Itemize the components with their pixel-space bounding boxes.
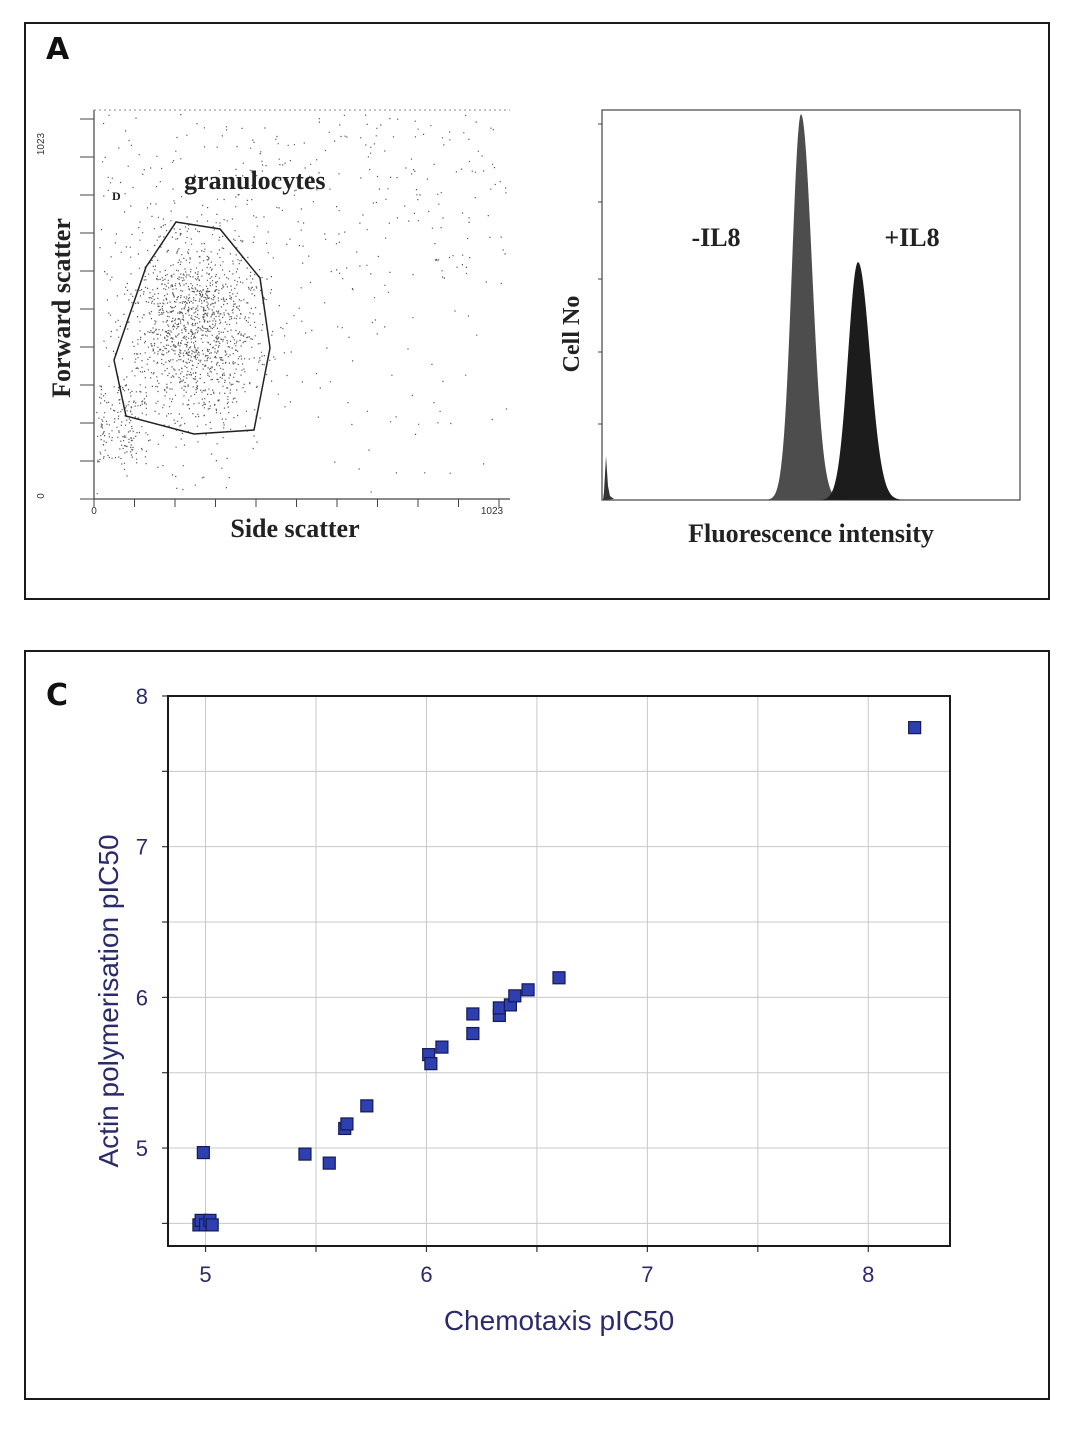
- histogram-frame: [601, 109, 1021, 501]
- data-point: [424, 1057, 438, 1071]
- data-point: [521, 983, 535, 997]
- scatter-x-tick-max: 1023: [481, 506, 504, 517]
- chart-grid: [162, 695, 950, 1252]
- peak-minus-il8-label: -IL8: [691, 223, 740, 252]
- y-tick-label: 5: [136, 1136, 148, 1161]
- data-point: [908, 721, 922, 735]
- scatter-x-label: Side scatter: [230, 514, 359, 543]
- histogram-ticks: [598, 123, 602, 425]
- data-point: [466, 1026, 480, 1041]
- data-point: [196, 1145, 210, 1160]
- scatter-y-tick-min: 0: [36, 493, 47, 499]
- data-points: [192, 721, 922, 1232]
- peak-plus-il8: [818, 262, 906, 500]
- scatter-ticks: [80, 118, 500, 507]
- plot-frame: [167, 695, 951, 1247]
- data-point: [552, 971, 566, 985]
- x-tick-label: 7: [641, 1262, 653, 1287]
- data-point: [298, 1147, 312, 1161]
- peak-minus-il8: [765, 114, 845, 500]
- histogram-y-label: Cell No: [559, 296, 585, 373]
- debris-peak: [603, 456, 614, 500]
- y-tick-label: 7: [136, 835, 148, 860]
- y-tick-labels: 5 6 7 8: [136, 684, 148, 1161]
- granulocyte-gate: [113, 221, 271, 435]
- gate-label: granulocytes: [184, 166, 326, 195]
- flow-scatter-plot: D granulocytes Side scatter Forward scat…: [36, 109, 510, 543]
- data-point: [322, 1156, 336, 1170]
- histogram-x-label: Fluorescence intensity: [688, 519, 934, 548]
- x-axis-label: Chemotaxis pIC50: [444, 1305, 674, 1336]
- y-tick-label: 6: [136, 985, 148, 1010]
- panel-a-figure: D granulocytes Side scatter Forward scat…: [36, 109, 1021, 548]
- x-tick-label: 8: [862, 1262, 874, 1287]
- scatter-x-tick-min: 0: [91, 506, 97, 517]
- y-axis-label: Actin polymerisation pIC50: [93, 834, 124, 1167]
- x-tick-labels: 5 6 7 8: [199, 1262, 874, 1287]
- data-point: [205, 1218, 219, 1232]
- peak-plus-il8-label: +IL8: [884, 223, 939, 252]
- data-point: [508, 989, 522, 1003]
- panel-a-letter: A: [46, 32, 70, 67]
- gate-marker: D: [112, 189, 121, 203]
- panel-c: C 5 6 7 8 5 6 7 8 Chemotaxis pIC50 Actin polym…: [24, 650, 1050, 1400]
- data-point: [466, 1007, 480, 1021]
- data-point: [435, 1040, 449, 1054]
- scatter-y-tick-max: 1023: [36, 132, 47, 155]
- x-tick-label: 5: [199, 1262, 211, 1287]
- data-point: [360, 1099, 374, 1113]
- data-point: [340, 1117, 354, 1131]
- panel-c-letter: C: [46, 678, 69, 713]
- data-point: [492, 1001, 506, 1015]
- flow-histogram: -IL8 +IL8 Fluorescence intensity Cell No: [559, 109, 1021, 548]
- x-tick-label: 6: [420, 1262, 432, 1287]
- panel-a: A D granulocytes Side scatter Forward sc…: [24, 22, 1050, 600]
- correlation-chart: 5 6 7 8 5 6 7 8 Chemotaxis pIC50 Actin polymer…: [93, 684, 951, 1336]
- scatter-y-label: Forward scatter: [47, 218, 76, 398]
- y-tick-label: 8: [136, 684, 148, 709]
